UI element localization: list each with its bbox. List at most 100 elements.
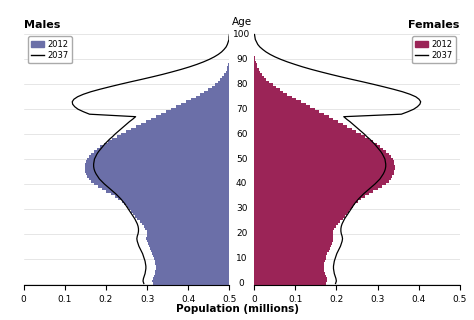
- Bar: [254, 230, 333, 233]
- Bar: [254, 193, 369, 195]
- Bar: [254, 210, 349, 212]
- Bar: [91, 153, 229, 155]
- Bar: [122, 200, 229, 203]
- Bar: [127, 205, 229, 208]
- Bar: [254, 183, 386, 185]
- Bar: [254, 173, 393, 175]
- Bar: [112, 138, 229, 140]
- Bar: [228, 66, 229, 68]
- Bar: [254, 128, 352, 130]
- Text: Females: Females: [409, 20, 460, 30]
- Bar: [254, 143, 377, 145]
- Bar: [154, 275, 229, 277]
- Bar: [254, 100, 301, 103]
- Bar: [254, 243, 332, 245]
- Text: 10: 10: [236, 254, 247, 263]
- Bar: [254, 56, 255, 58]
- Bar: [254, 218, 343, 220]
- Bar: [254, 91, 283, 93]
- Bar: [254, 235, 333, 237]
- Bar: [147, 243, 229, 245]
- Bar: [131, 128, 229, 130]
- Bar: [254, 58, 255, 61]
- Bar: [121, 133, 229, 135]
- Bar: [254, 93, 287, 95]
- Bar: [254, 240, 333, 243]
- Bar: [254, 195, 365, 198]
- Bar: [254, 116, 329, 118]
- Bar: [137, 218, 229, 220]
- Bar: [254, 125, 347, 128]
- Bar: [155, 270, 229, 272]
- Text: Population (millions): Population (millions): [175, 304, 299, 314]
- Text: 50: 50: [236, 155, 247, 164]
- Text: 60: 60: [236, 130, 247, 139]
- Text: 70: 70: [236, 105, 247, 114]
- Bar: [254, 233, 333, 235]
- Bar: [155, 260, 229, 262]
- Bar: [142, 222, 229, 225]
- Bar: [254, 252, 328, 255]
- Bar: [254, 88, 280, 91]
- Bar: [254, 277, 327, 280]
- Bar: [100, 145, 229, 148]
- Bar: [254, 208, 351, 210]
- Bar: [254, 268, 324, 270]
- Bar: [89, 155, 229, 158]
- Bar: [88, 175, 229, 178]
- Bar: [254, 200, 358, 203]
- Bar: [224, 73, 229, 76]
- Bar: [150, 247, 229, 250]
- Bar: [87, 158, 229, 160]
- Bar: [254, 262, 324, 265]
- Bar: [228, 61, 229, 63]
- Bar: [254, 140, 373, 143]
- Bar: [222, 76, 229, 78]
- Bar: [136, 125, 229, 128]
- Bar: [94, 183, 229, 185]
- Bar: [156, 116, 229, 118]
- Bar: [254, 118, 334, 120]
- Bar: [254, 158, 393, 160]
- Bar: [154, 257, 229, 260]
- Bar: [218, 81, 229, 83]
- Bar: [254, 168, 395, 170]
- Bar: [254, 155, 391, 158]
- Bar: [254, 190, 374, 193]
- Bar: [141, 123, 229, 125]
- Text: Males: Males: [24, 20, 60, 30]
- Bar: [254, 68, 259, 71]
- Bar: [125, 203, 229, 205]
- Bar: [254, 63, 256, 66]
- Bar: [254, 160, 393, 163]
- Bar: [147, 233, 229, 235]
- Bar: [254, 220, 340, 222]
- Bar: [254, 145, 380, 148]
- Bar: [227, 68, 229, 71]
- Bar: [254, 83, 273, 85]
- Bar: [147, 235, 229, 237]
- Bar: [153, 282, 229, 285]
- Bar: [181, 103, 229, 106]
- Bar: [153, 255, 229, 257]
- Bar: [254, 175, 392, 178]
- Bar: [254, 222, 338, 225]
- Bar: [118, 198, 229, 200]
- Bar: [208, 88, 229, 91]
- Bar: [147, 230, 229, 233]
- Bar: [171, 108, 229, 110]
- Bar: [254, 108, 315, 110]
- Bar: [254, 228, 334, 230]
- Bar: [254, 198, 362, 200]
- Bar: [254, 103, 306, 106]
- Bar: [104, 143, 229, 145]
- Bar: [191, 98, 229, 100]
- Bar: [254, 150, 386, 153]
- Bar: [155, 262, 229, 265]
- Bar: [254, 120, 338, 123]
- Bar: [86, 160, 229, 163]
- Bar: [153, 280, 229, 282]
- Bar: [254, 245, 331, 247]
- Bar: [254, 165, 395, 168]
- Bar: [254, 135, 365, 138]
